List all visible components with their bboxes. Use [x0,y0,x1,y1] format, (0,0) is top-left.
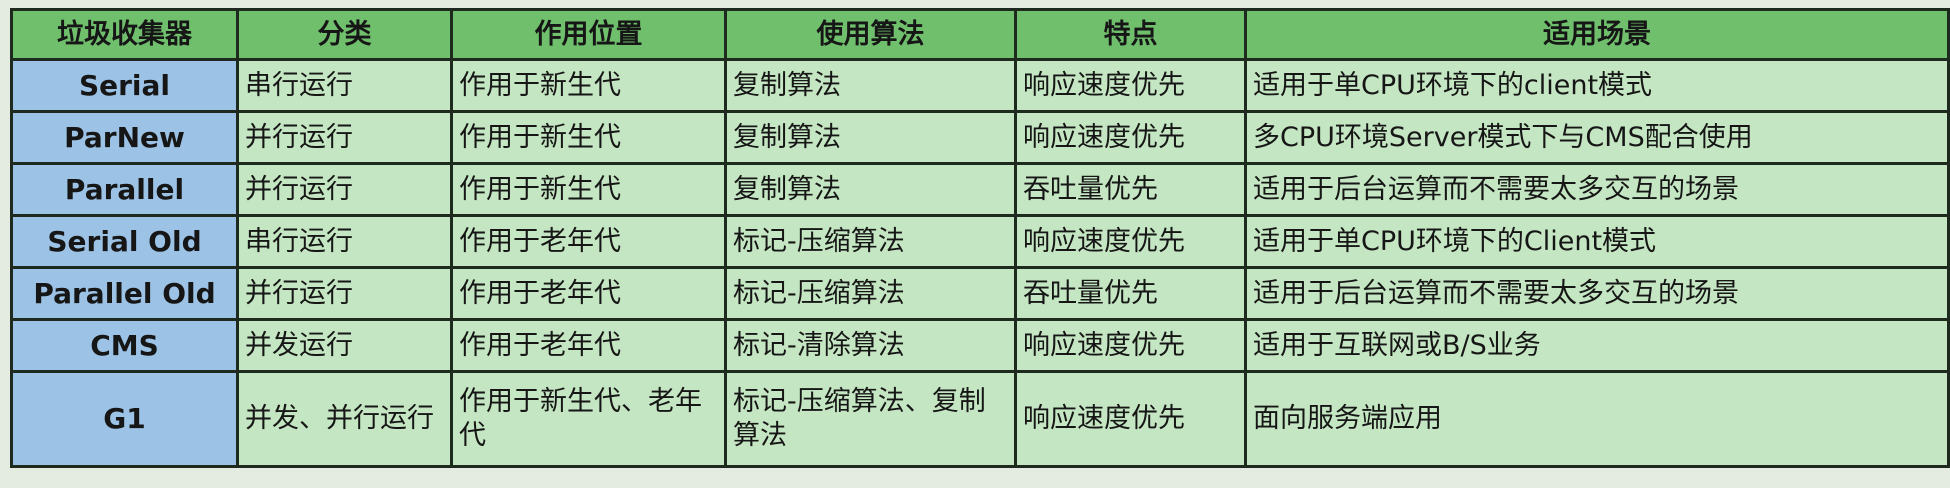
table-row: Serial 串行运行 作用于新生代 复制算法 响应速度优先 适用于单CPU环境下的cli… [10,58,1950,113]
cell-category: 串行运行 [236,214,453,269]
cell-scenario: 面向服务端应用 [1244,370,1950,468]
cell-feature: 吞吐量优先 [1014,266,1247,321]
cell-algorithm: 标记-清除算法 [724,318,1017,373]
cell-scenario: 适用于单CPU环境下的Client模式 [1244,214,1950,269]
cell-scope: 作用于老年代 [450,214,727,269]
cell-algorithm: 复制算法 [724,162,1017,217]
table-row: ParNew 并行运行 作用于新生代 复制算法 响应速度优先 多CPU环境Server模式… [10,110,1950,165]
header-scope: 作用位置 [450,8,727,61]
cell-feature: 响应速度优先 [1014,318,1247,373]
cell-feature: 响应速度优先 [1014,214,1247,269]
cell-scope: 作用于新生代、老年代 [450,370,727,468]
cell-algorithm: 标记-压缩算法 [724,214,1017,269]
cell-collector-name: ParNew [10,110,239,165]
header-algorithm: 使用算法 [724,8,1017,61]
cell-category: 并行运行 [236,266,453,321]
cell-scope: 作用于新生代 [450,162,727,217]
cell-category: 并行运行 [236,162,453,217]
cell-collector-name: Serial Old [10,214,239,269]
cell-collector-name: Parallel [10,162,239,217]
table-row: Parallel 并行运行 作用于新生代 复制算法 吞吐量优先 适用于后台运算而不需要太多… [10,162,1950,217]
cell-feature: 吞吐量优先 [1014,162,1247,217]
cell-scope: 作用于老年代 [450,318,727,373]
cell-scenario: 多CPU环境Server模式下与CMS配合使用 [1244,110,1950,165]
table-row: Serial Old 串行运行 作用于老年代 标记-压缩算法 响应速度优先 适用于单CPU… [10,214,1950,269]
cell-feature: 响应速度优先 [1014,58,1247,113]
cell-algorithm: 复制算法 [724,110,1017,165]
cell-collector-name: CMS [10,318,239,373]
cell-collector-name: Parallel Old [10,266,239,321]
cell-collector-name: Serial [10,58,239,113]
cell-category: 并行运行 [236,110,453,165]
cell-scope: 作用于新生代 [450,58,727,113]
header-category: 分类 [236,8,453,61]
table-row: Parallel Old 并行运行 作用于老年代 标记-压缩算法 吞吐量优先 适用于后台运… [10,266,1950,321]
cell-category: 并发运行 [236,318,453,373]
header-collector: 垃圾收集器 [10,8,239,61]
cell-scenario: 适用于后台运算而不需要太多交互的场景 [1244,162,1950,217]
cell-scenario: 适用于互联网或B/S业务 [1244,318,1950,373]
cell-collector-name: G1 [10,370,239,468]
cell-algorithm: 标记-压缩算法 [724,266,1017,321]
gc-comparison-table: 垃圾收集器 分类 作用位置 使用算法 特点 适用场景 Serial 串行运行 作用于… [10,8,1950,468]
header-scenario: 适用场景 [1244,8,1950,61]
header-feature: 特点 [1014,8,1247,61]
header-row: 垃圾收集器 分类 作用位置 使用算法 特点 适用场景 [10,8,1950,61]
cell-algorithm: 标记-压缩算法、复制算法 [724,370,1017,468]
cell-scenario: 适用于单CPU环境下的client模式 [1244,58,1950,113]
cell-category: 并发、并行运行 [236,370,453,468]
cell-feature: 响应速度优先 [1014,110,1247,165]
cell-scenario: 适用于后台运算而不需要太多交互的场景 [1244,266,1950,321]
cell-algorithm: 复制算法 [724,58,1017,113]
cell-scope: 作用于老年代 [450,266,727,321]
table-row: CMS 并发运行 作用于老年代 标记-清除算法 响应速度优先 适用于互联网或B/S业务 [10,318,1950,373]
table-row: G1 并发、并行运行 作用于新生代、老年代 标记-压缩算法、复制算法 响应速度优先 面向服… [10,370,1950,468]
cell-scope: 作用于新生代 [450,110,727,165]
cell-feature: 响应速度优先 [1014,370,1247,468]
cell-category: 串行运行 [236,58,453,113]
